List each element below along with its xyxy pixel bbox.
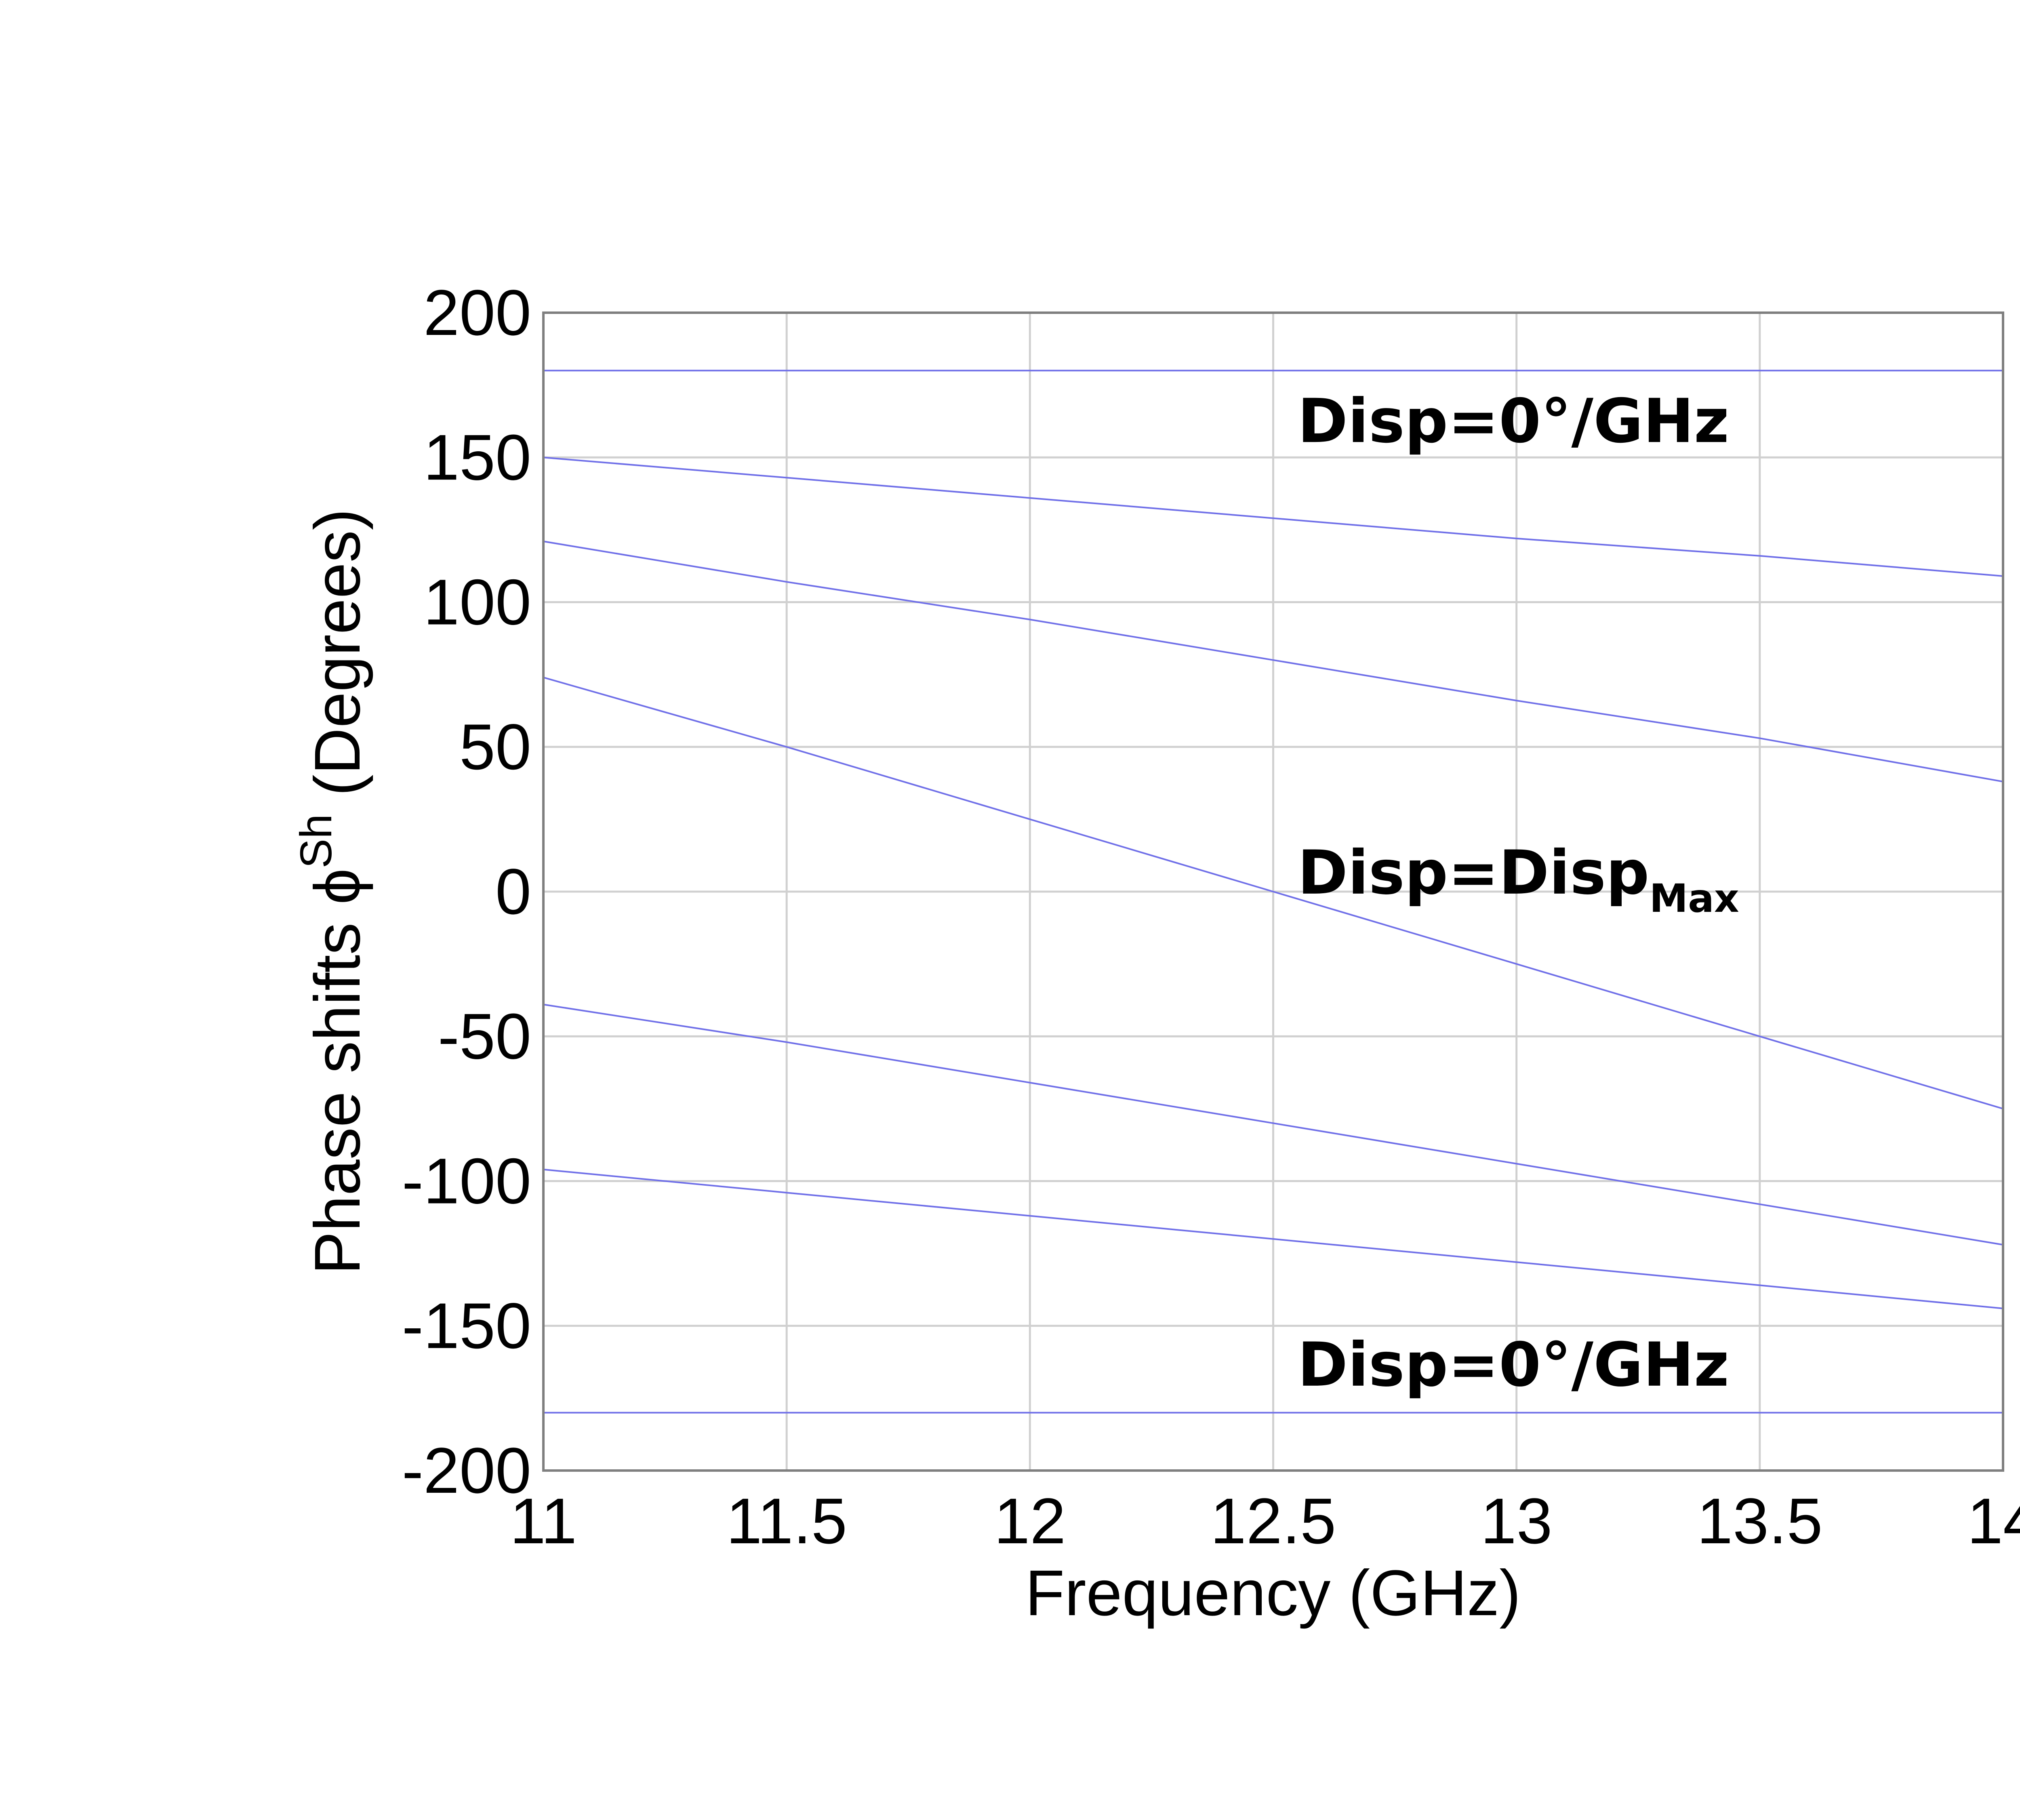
x-tick-label-2: 12: [994, 1485, 1066, 1557]
x-tick-label-5: 13.5: [1697, 1485, 1822, 1557]
y-tick-label-8: -200: [402, 1434, 531, 1506]
series-line-6: [543, 1168, 2003, 1309]
y-axis-title-symbol: ϕ: [301, 868, 373, 905]
tick-labels: 11 11.5 12 12.5 13 13.5 14 200 150 100 50 0 -50 -100 -…: [402, 276, 2020, 1557]
annotation-3: Disp=0°/GHz: [1298, 1330, 1729, 1400]
y-tick-label-1: 150: [423, 421, 531, 493]
y-tick-label-2: 100: [423, 566, 531, 638]
plot-frame: [542, 311, 2004, 1472]
y-tick-label-4: 0: [495, 855, 531, 928]
annotation-1: Disp=0°/GHz: [1298, 386, 1729, 457]
y-axis-title-prefix: Phase shifts: [301, 905, 373, 1275]
x-tick-label-1: 11.5: [726, 1485, 847, 1557]
y-tick-label-0: 200: [423, 276, 531, 349]
y-tick-label-6: -100: [402, 1145, 531, 1217]
x-axis-title: Frequency (GHz): [1025, 1557, 1521, 1629]
x-tick-label-4: 13: [1481, 1485, 1553, 1557]
series-line-3: [543, 541, 2003, 783]
y-tick-label-3: 50: [459, 711, 531, 783]
series-line-5: [543, 1004, 2003, 1246]
x-tick-label-6: 14: [1967, 1485, 2020, 1557]
series-group: [543, 370, 2003, 1414]
series-line-4: [543, 676, 2003, 1110]
x-tick-label-0: 11: [510, 1485, 577, 1557]
annotation-2: Disp=DispMax: [1298, 838, 1739, 921]
series-line-2: [543, 457, 2003, 577]
x-tick-label-3: 12.5: [1210, 1485, 1336, 1557]
y-axis-title-superscript: Sh: [291, 814, 341, 869]
annotations: Disp=0°/GHz Disp=DispMax Disp=0°/GHz: [1298, 386, 1739, 1400]
y-tick-label-7: -150: [402, 1290, 531, 1362]
y-tick-label-5: -50: [438, 1000, 531, 1072]
y-axis-title: Phase shifts ϕSh (Degrees): [291, 509, 373, 1275]
y-axis-title-suffix: (Degrees): [301, 509, 373, 814]
